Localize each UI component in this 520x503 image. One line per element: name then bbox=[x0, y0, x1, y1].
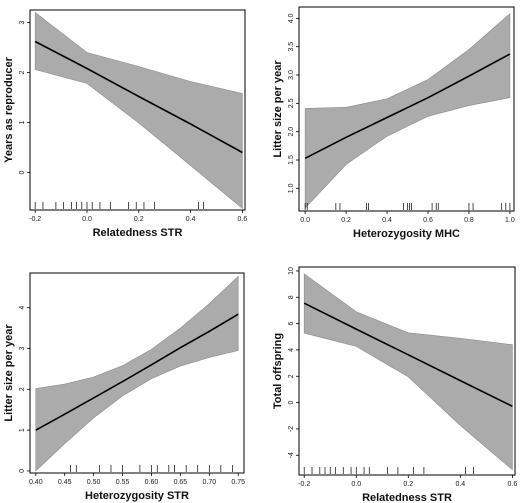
x-tick-label: 0.70 bbox=[202, 479, 216, 486]
x-tick-label: 0.6 bbox=[423, 217, 433, 224]
y-tick-label: 0 bbox=[19, 469, 26, 473]
x-axis-title: Relatedness STR bbox=[93, 227, 183, 239]
rug-marks bbox=[303, 467, 474, 474]
plot-frame bbox=[29, 272, 245, 474]
y-tick-label: 0 bbox=[19, 170, 26, 174]
x-tick-label: 0.65 bbox=[174, 479, 188, 486]
y-tick-label: 4.0 bbox=[288, 13, 295, 23]
plot-frame bbox=[298, 6, 515, 212]
x-tick-label: 0.60 bbox=[145, 479, 159, 486]
chart-panel-4: -0.2 0.0 0.2 0.4 0.6 -4 -2 0 2 4 6 8 10 Relatedness S… bbox=[272, 266, 518, 503]
x-tick-label: 0.50 bbox=[87, 479, 101, 486]
y-tick-label: 2.5 bbox=[288, 98, 295, 108]
x-tick-label: 0.6 bbox=[508, 481, 518, 488]
y-tick-label: 2 bbox=[19, 387, 26, 391]
fit-line bbox=[304, 53, 511, 160]
x-tick-label: 0.2 bbox=[403, 481, 413, 488]
confidence-band bbox=[304, 13, 511, 209]
x-axis-title: Heterozygosity MHC bbox=[353, 228, 460, 240]
fit-line bbox=[35, 313, 239, 431]
x-tick-label: 0.4 bbox=[382, 217, 392, 224]
rug-marks bbox=[70, 465, 233, 472]
y-tick-label: 1 bbox=[19, 428, 26, 432]
x-tick-label: 0.4 bbox=[186, 216, 196, 223]
x-tick-label: -0.2 bbox=[298, 481, 310, 488]
x-tick-label: 0.2 bbox=[134, 216, 144, 223]
y-tick-label: 4 bbox=[288, 348, 295, 352]
chart-panel-1: -0.2 0.0 0.2 0.4 0.6 0 1 2 3 Relatedness STR Years… bbox=[3, 9, 248, 239]
y-tick-label: -2 bbox=[288, 426, 295, 432]
y-axis-title: Litter size per year bbox=[272, 60, 284, 158]
fit-line bbox=[34, 40, 243, 154]
y-tick-label: 8 bbox=[288, 295, 295, 299]
x-tick-label: 0.0 bbox=[351, 481, 361, 488]
y-tick-label: 6 bbox=[288, 322, 295, 326]
x-tick-label: 0.0 bbox=[82, 216, 92, 223]
y-tick-label: 1.0 bbox=[288, 183, 295, 193]
x-tick-label: 0.2 bbox=[341, 217, 351, 224]
rug-marks bbox=[34, 202, 204, 209]
x-tick-label: -0.2 bbox=[29, 216, 41, 223]
y-tick-label: 2 bbox=[288, 374, 295, 378]
chart-panel-2: 0.0 0.2 0.4 0.6 0.8 1.0 1.0 1.5 2.0 2.5 3.0 3.5 4.0 H… bbox=[272, 6, 515, 240]
y-axis-title: Litter size per year bbox=[3, 324, 15, 422]
y-tick-label: 2.0 bbox=[288, 127, 295, 137]
y-tick-label: 3.0 bbox=[288, 70, 295, 80]
y-tick-label: 0 bbox=[288, 401, 295, 405]
confidence-band bbox=[34, 11, 243, 210]
fit-line bbox=[303, 302, 513, 407]
y-tick-label: 4 bbox=[19, 306, 26, 310]
y-tick-label: 1 bbox=[19, 120, 26, 124]
y-axis-title: Years as reproducer bbox=[3, 56, 15, 163]
x-tick-label: 0.55 bbox=[116, 479, 130, 486]
y-tick-label: -4 bbox=[288, 452, 295, 458]
x-tick-label: 0.0 bbox=[300, 217, 310, 224]
x-tick-label: 0.6 bbox=[238, 216, 248, 223]
rug-marks bbox=[304, 203, 511, 210]
plot-frame bbox=[298, 266, 516, 476]
x-tick-label: 0.40 bbox=[29, 479, 43, 486]
y-tick-label: 3 bbox=[19, 20, 26, 24]
x-tick-label: 0.8 bbox=[464, 217, 474, 224]
x-axis-title: Relatedness STR bbox=[362, 492, 452, 503]
y-tick-label: 2 bbox=[19, 70, 26, 74]
y-axis-title: Total offspring bbox=[272, 333, 284, 409]
confidence-band bbox=[303, 273, 513, 471]
x-tick-label: 1.0 bbox=[505, 217, 515, 224]
x-tick-label: 0.75 bbox=[231, 479, 245, 486]
x-tick-label: 0.45 bbox=[58, 479, 72, 486]
y-tick-label: 3 bbox=[19, 346, 26, 350]
plot-frame bbox=[29, 9, 246, 211]
x-axis-title: Heterozygosity STR bbox=[85, 490, 189, 502]
x-tick-label: 0.4 bbox=[455, 481, 465, 488]
y-tick-label: 10 bbox=[288, 267, 295, 275]
chart-panel-3: 0.40 0.45 0.50 0.55 0.60 0.65 0.70 0.75 0 1 2 3 4 Het… bbox=[3, 272, 245, 502]
y-tick-label: 3.5 bbox=[288, 42, 295, 52]
y-tick-label: 1.5 bbox=[288, 155, 295, 165]
